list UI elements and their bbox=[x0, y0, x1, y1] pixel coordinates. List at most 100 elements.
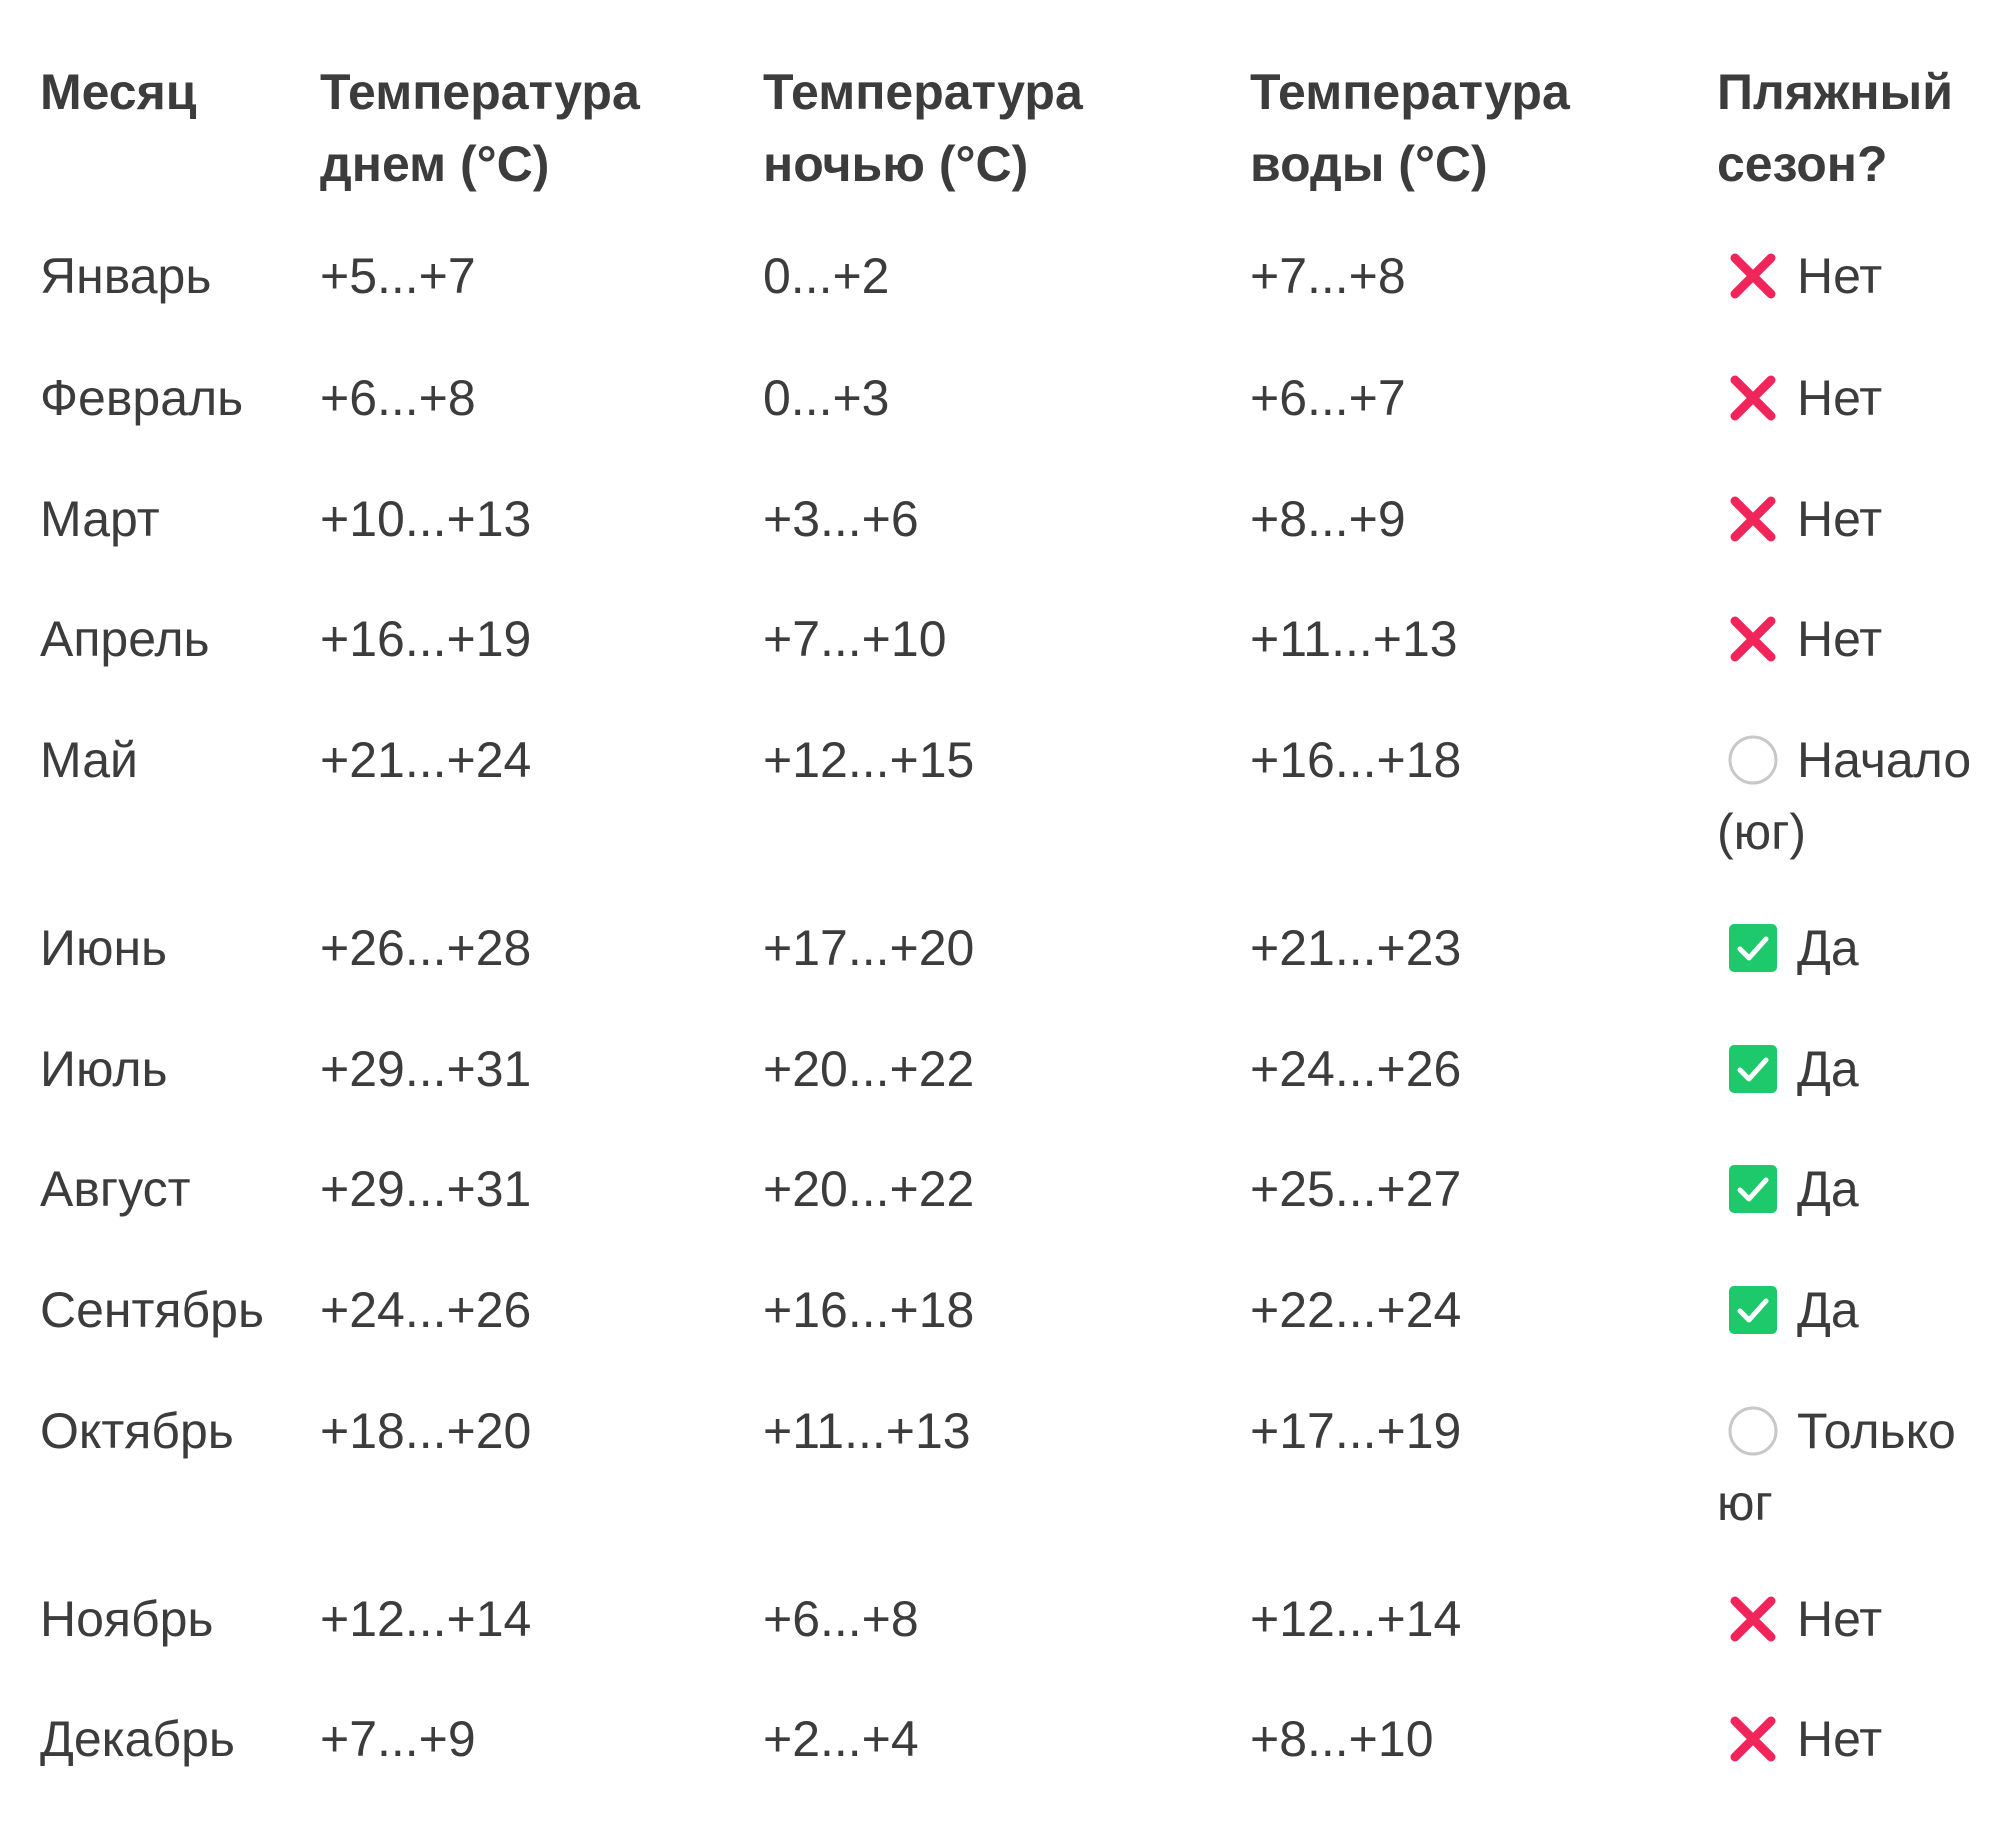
cell-water-temp: +25...+27 bbox=[1250, 1161, 1462, 1217]
cell-night-temp: +17...+20 bbox=[763, 920, 975, 976]
header-beach-line1: Пляжный bbox=[1717, 64, 1953, 120]
cross-icon bbox=[1727, 613, 1779, 665]
header-day-temp-line1: Температура bbox=[320, 64, 640, 120]
cell-water-temp: +11...+13 bbox=[1250, 611, 1458, 667]
cell-water-temp: +24...+26 bbox=[1250, 1041, 1462, 1097]
cell-month: Январь bbox=[40, 248, 212, 304]
climate-table: Месяц Температура днем (°C) Температура … bbox=[0, 0, 1990, 1767]
cell-night-temp: +6...+8 bbox=[763, 1591, 919, 1647]
cross-icon bbox=[1727, 250, 1779, 302]
cell-water-temp: +21...+23 bbox=[1250, 920, 1462, 976]
check-icon bbox=[1727, 1043, 1779, 1095]
cell-night-temp: +7...+10 bbox=[763, 611, 947, 667]
cell-day-temp: +6...+8 bbox=[320, 370, 476, 426]
table-header-row: Месяц Температура днем (°C) Температура … bbox=[0, 56, 1990, 206]
cell-beach-season: Нет bbox=[1717, 1703, 1990, 1775]
cell-day-temp: +16...+19 bbox=[320, 611, 532, 667]
cell-water-temp: +12...+14 bbox=[1250, 1591, 1462, 1647]
beach-season-label: Нет bbox=[1797, 1591, 1883, 1647]
beach-season-label: Нет bbox=[1797, 1711, 1883, 1767]
cell-month: Июнь bbox=[40, 920, 168, 976]
cell-beach-season: Нет bbox=[1717, 362, 1990, 434]
header-water-temp-line2: воды (°C) bbox=[1250, 136, 1488, 192]
beach-season-label: Только юг bbox=[1717, 1403, 1956, 1531]
cell-water-temp: +8...+10 bbox=[1250, 1711, 1434, 1767]
cell-beach-season: Нет bbox=[1717, 240, 1990, 312]
cell-day-temp: +7...+9 bbox=[320, 1711, 476, 1767]
header-day-temp: Температура днем (°C) bbox=[320, 56, 640, 200]
cell-water-temp: +8...+9 bbox=[1250, 491, 1406, 547]
cross-icon bbox=[1727, 372, 1779, 424]
cell-beach-season: Да bbox=[1717, 1153, 1990, 1225]
beach-season-label: Нет bbox=[1797, 611, 1883, 667]
beach-season-label: Нет bbox=[1797, 491, 1883, 547]
cell-day-temp: +29...+31 bbox=[320, 1161, 532, 1217]
cell-month: Декабрь bbox=[40, 1711, 235, 1767]
circle-icon bbox=[1727, 1405, 1779, 1457]
check-icon bbox=[1727, 1284, 1779, 1336]
header-water-temp-line1: Температура bbox=[1250, 64, 1570, 120]
header-day-temp-line2: днем (°C) bbox=[320, 136, 550, 192]
beach-season-label: Начало (юг) bbox=[1717, 732, 1972, 860]
cell-beach-season: Нет bbox=[1717, 603, 1990, 675]
cell-night-temp: +11...+13 bbox=[763, 1403, 971, 1459]
cell-month: Ноябрь bbox=[40, 1591, 214, 1647]
beach-season-label: Нет bbox=[1797, 370, 1883, 426]
cell-month: Сентябрь bbox=[40, 1282, 264, 1338]
cell-day-temp: +12...+14 bbox=[320, 1591, 532, 1647]
header-month: Месяц bbox=[40, 56, 197, 128]
cell-day-temp: +26...+28 bbox=[320, 920, 532, 976]
header-water-temp: Температура воды (°C) bbox=[1250, 56, 1570, 200]
cross-icon bbox=[1727, 493, 1779, 545]
cell-day-temp: +18...+20 bbox=[320, 1403, 532, 1459]
header-night-temp-line1: Температура bbox=[763, 64, 1083, 120]
cross-icon bbox=[1727, 1713, 1779, 1765]
cell-month: Апрель bbox=[40, 611, 210, 667]
cross-icon bbox=[1727, 1593, 1779, 1645]
beach-season-label: Да bbox=[1797, 1041, 1859, 1097]
cell-beach-season: Нет bbox=[1717, 1583, 1990, 1655]
cell-month: Август bbox=[40, 1161, 191, 1217]
beach-season-label: Да bbox=[1797, 1161, 1859, 1217]
beach-season-label: Нет bbox=[1797, 248, 1883, 304]
cell-beach-season: Да bbox=[1717, 1274, 1990, 1346]
cell-beach-season: Да bbox=[1717, 1033, 1990, 1105]
circle-icon bbox=[1727, 734, 1779, 786]
header-night-temp: Температура ночью (°C) bbox=[763, 56, 1083, 200]
check-icon bbox=[1727, 1163, 1779, 1215]
cell-beach-season: Только юг bbox=[1717, 1395, 1990, 1539]
cell-night-temp: +3...+6 bbox=[763, 491, 919, 547]
cell-water-temp: +22...+24 bbox=[1250, 1282, 1462, 1338]
cell-month: Июль bbox=[40, 1041, 168, 1097]
cell-water-temp: +16...+18 bbox=[1250, 732, 1462, 788]
cell-night-temp: +2...+4 bbox=[763, 1711, 919, 1767]
cell-night-temp: +12...+15 bbox=[763, 732, 975, 788]
header-beach-season: Пляжный сезон? bbox=[1717, 56, 1990, 200]
cell-night-temp: +20...+22 bbox=[763, 1161, 975, 1217]
cell-day-temp: +21...+24 bbox=[320, 732, 532, 788]
cell-beach-season: Начало (юг) bbox=[1717, 724, 1990, 868]
cell-month: Октябрь bbox=[40, 1403, 234, 1459]
cell-night-temp: +20...+22 bbox=[763, 1041, 975, 1097]
cell-night-temp: 0...+2 bbox=[763, 248, 890, 304]
cell-day-temp: +5...+7 bbox=[320, 248, 476, 304]
cell-water-temp: +6...+7 bbox=[1250, 370, 1406, 426]
cell-day-temp: +29...+31 bbox=[320, 1041, 532, 1097]
check-icon bbox=[1727, 922, 1779, 974]
beach-season-label: Да bbox=[1797, 1282, 1859, 1338]
cell-beach-season: Нет bbox=[1717, 483, 1990, 555]
header-beach-line2: сезон? bbox=[1717, 136, 1888, 192]
header-night-temp-line2: ночью (°C) bbox=[763, 136, 1029, 192]
cell-month: Май bbox=[40, 732, 138, 788]
cell-water-temp: +7...+8 bbox=[1250, 248, 1406, 304]
cell-month: Март bbox=[40, 491, 160, 547]
cell-night-temp: +16...+18 bbox=[763, 1282, 975, 1338]
beach-season-label: Да bbox=[1797, 920, 1859, 976]
cell-day-temp: +10...+13 bbox=[320, 491, 532, 547]
cell-month: Февраль bbox=[40, 370, 244, 426]
cell-water-temp: +17...+19 bbox=[1250, 1403, 1462, 1459]
cell-beach-season: Да bbox=[1717, 912, 1990, 984]
header-month-label: Месяц bbox=[40, 64, 197, 120]
cell-day-temp: +24...+26 bbox=[320, 1282, 532, 1338]
cell-night-temp: 0...+3 bbox=[763, 370, 890, 426]
